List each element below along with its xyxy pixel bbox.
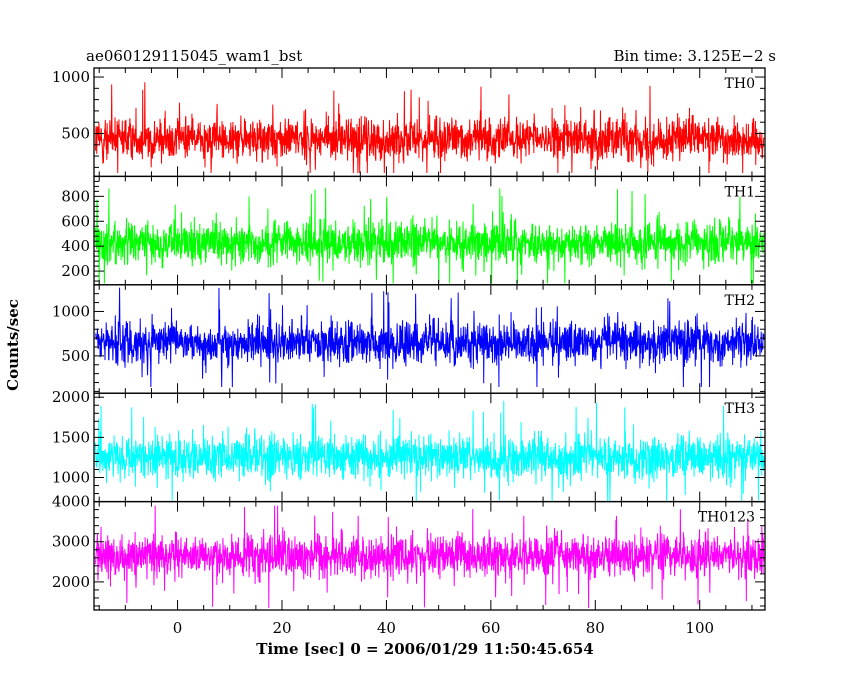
y-tick-label: 800: [61, 187, 90, 205]
panel-label: TH0: [725, 76, 755, 92]
y-axis-label: Counts/sec: [4, 299, 22, 391]
y-tick-label: 1000: [52, 469, 90, 487]
panel-th2: 500 1000 TH2: [52, 284, 766, 394]
x-tick-label: 20: [272, 619, 291, 637]
panel-th0123: 2000 3000 4000 TH0123: [52, 493, 766, 611]
series-line-th2: [95, 287, 765, 387]
y-tick-label: 600: [61, 212, 90, 230]
x-axis-ticks: 0 20 40 60 80 100: [173, 619, 714, 637]
y-tick-label: 500: [61, 347, 90, 365]
y-tick-label: 4000: [52, 493, 90, 511]
y-tick-label: 1500: [52, 428, 90, 446]
series-line-th0123: [95, 505, 765, 608]
x-tick-label: 0: [173, 619, 183, 637]
panel-th3: 1000 1500 2000 TH3: [52, 388, 766, 503]
panel-th0: 500 1000 TH0: [52, 67, 766, 178]
y-tick-label: 1000: [52, 68, 90, 86]
y-tick-label: 500: [61, 124, 90, 142]
y-tick-label: 2000: [52, 573, 90, 591]
x-tick-label: 40: [377, 619, 396, 637]
x-tick-label: 100: [685, 619, 714, 637]
x-tick-label: 80: [586, 619, 605, 637]
series-line-th1: [95, 187, 765, 284]
chart-title: ae060129115045_wam1_bst: [86, 47, 302, 65]
y-tick-label: 3000: [52, 533, 90, 551]
series-line-th3: [95, 400, 765, 502]
panel-label: TH3: [725, 401, 755, 417]
x-axis-label: Time [sec] 0 = 2006/01/29 11:50:45.654: [256, 640, 593, 658]
bin-time-label: Bin time: 3.125E−2 s: [614, 47, 776, 65]
y-tick-label: 2000: [52, 388, 90, 406]
y-tick-label: 200: [61, 262, 90, 280]
series-line-th0: [95, 82, 765, 174]
panel-frame: [93, 500, 766, 611]
panel-th1: 200 400 600 800 TH1: [61, 175, 766, 286]
y-tick-label: 1000: [52, 302, 90, 320]
x-tick-label: 60: [481, 619, 500, 637]
y-tick-label: 400: [61, 237, 90, 255]
panel-label: TH2: [725, 293, 755, 309]
panel-label: TH1: [725, 184, 755, 200]
panel-label: TH0123: [698, 510, 755, 526]
